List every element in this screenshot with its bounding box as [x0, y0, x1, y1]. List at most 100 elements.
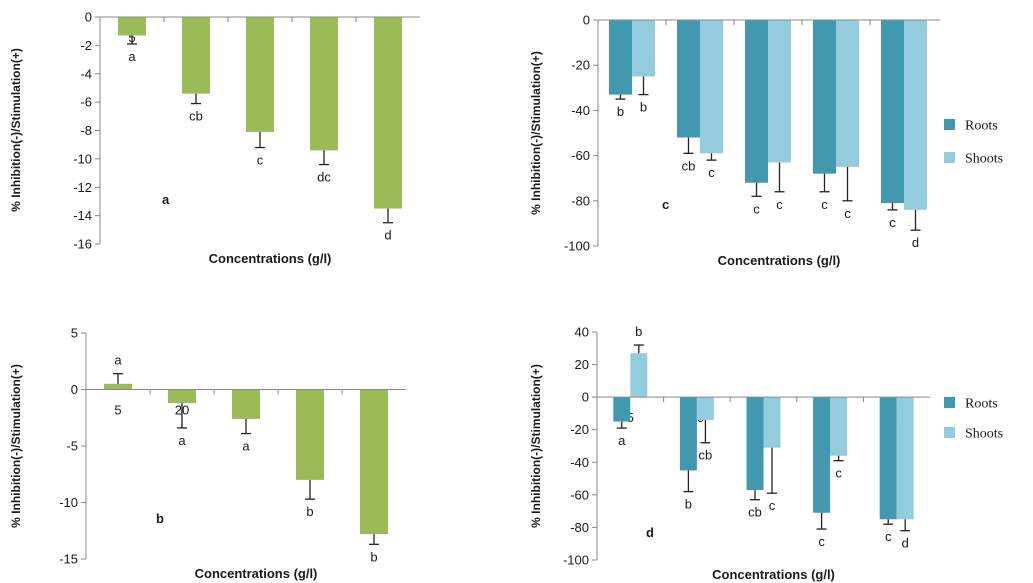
bar-roots-5 — [609, 20, 632, 95]
bar-shoots-40 — [768, 20, 791, 163]
bar-roots-60 — [813, 20, 836, 174]
y-axis-title: % Inhibition(-)/Stimulation(+) — [529, 51, 543, 215]
panel-label: d — [646, 525, 654, 540]
y-tick-label: 0 — [583, 13, 590, 28]
y-tick-label: -14 — [73, 208, 92, 223]
bar-roots-5 — [613, 397, 631, 422]
bar-roots-40 — [746, 397, 764, 490]
significance-letter: a — [242, 439, 250, 454]
bar-value-100 — [374, 17, 402, 209]
bar-value-20 — [168, 389, 196, 404]
significance-letter: cb — [699, 448, 713, 463]
y-tick-label: -40 — [570, 455, 589, 470]
y-tick-label: 0 — [85, 10, 92, 25]
panel-label: b — [156, 511, 164, 526]
y-tick-label: -16 — [73, 237, 92, 252]
y-tick-label: 40 — [575, 325, 589, 340]
significance-letter: cb — [748, 505, 762, 520]
y-tick-label: -8 — [80, 123, 92, 138]
y-axis-title: % Inhibition(-)/Stimulation(+) — [529, 364, 543, 528]
bar-shoots-5 — [630, 353, 648, 398]
panel-label: c — [662, 197, 669, 212]
chart-panel-a: 0-2-4-6-8-10-12-14-165a20cb40c60dc100daC… — [9, 10, 420, 266]
legend-swatch-roots — [944, 119, 955, 130]
bar-value-5 — [104, 383, 132, 390]
y-tick-label: -80 — [570, 520, 589, 535]
significance-letter: b — [635, 324, 642, 339]
chart-panel-b: 50-5-10-155a20a40a60b100bbConcentrations… — [9, 326, 406, 581]
bar-value-60 — [310, 17, 338, 151]
bar-shoots-60 — [830, 397, 848, 456]
bar-shoots-20 — [696, 397, 714, 420]
bar-roots-100 — [879, 397, 897, 520]
significance-letter: dc — [317, 170, 331, 185]
bar-shoots-100 — [896, 397, 914, 520]
legend-label-roots: Roots — [965, 397, 998, 412]
bar-roots-20 — [679, 397, 697, 471]
legend-swatch-shoots — [944, 427, 955, 438]
significance-letter: cb — [189, 109, 203, 124]
significance-letter: d — [384, 228, 391, 243]
y-tick-label: 5 — [71, 326, 78, 341]
significance-letter: b — [640, 100, 647, 115]
y-tick-label: -5 — [66, 439, 78, 454]
y-tick-label: -80 — [571, 193, 590, 208]
significance-letter: c — [257, 153, 264, 168]
y-tick-label: -100 — [564, 239, 590, 254]
y-tick-label: -10 — [73, 151, 92, 166]
y-tick-label: -12 — [73, 180, 92, 195]
bar-value-60 — [296, 389, 324, 480]
y-axis-title: % Inhibition(-)/Stimulation(+) — [9, 364, 23, 528]
bar-shoots-100 — [904, 20, 927, 210]
y-tick-label: -40 — [571, 103, 590, 118]
significance-letter: d — [912, 235, 919, 250]
chart-panel-d: 40200-20-40-60-80-1005ab20bcb40cbc60cc10… — [529, 324, 1003, 582]
significance-letter: c — [835, 466, 842, 481]
legend-label-roots: Roots — [965, 119, 998, 134]
significance-letter: c — [708, 165, 715, 180]
significance-letter: b — [306, 504, 313, 519]
chart-panel-c: 0-20-40-60-80-1005bb20cbc40cc60cc100cdcC… — [529, 13, 1003, 269]
bar-roots-20 — [677, 20, 700, 138]
y-tick-label: 20 — [575, 357, 589, 372]
bar-roots-40 — [745, 20, 768, 183]
y-tick-label: -2 — [80, 38, 92, 53]
y-tick-label: -10 — [59, 495, 78, 510]
significance-letter: b — [370, 549, 377, 564]
x-axis-title: Concentrations (g/l) — [209, 251, 332, 266]
significance-letter: d — [902, 536, 909, 551]
bar-shoots-40 — [763, 397, 781, 448]
significance-letter: c — [776, 197, 783, 212]
y-tick-label: -15 — [59, 552, 78, 567]
y-tick-label: -20 — [571, 58, 590, 73]
y-tick-label: -60 — [570, 487, 589, 502]
y-tick-label: 0 — [582, 390, 589, 405]
significance-letter: c — [818, 534, 825, 549]
bar-value-40 — [232, 389, 260, 419]
bar-shoots-20 — [700, 20, 723, 154]
bar-value-40 — [246, 17, 274, 132]
significance-letter: b — [685, 497, 692, 512]
y-axis-title: % Inhibition(-)/Stimulation(+) — [9, 48, 23, 212]
bar-value-5 — [118, 17, 146, 36]
significance-letter: c — [753, 201, 760, 216]
significance-letter: c — [769, 498, 776, 513]
y-tick-label: -100 — [563, 553, 589, 568]
bar-roots-60 — [813, 397, 831, 513]
legend-swatch-shoots — [944, 152, 955, 163]
significance-letter: a — [178, 433, 186, 448]
legend-label-shoots: Shoots — [965, 152, 1003, 167]
legend-label-shoots: Shoots — [965, 427, 1003, 442]
significance-letter: c — [885, 529, 892, 544]
bar-shoots-60 — [836, 20, 859, 167]
significance-letter: cb — [682, 158, 696, 173]
significance-letter: c — [889, 215, 896, 230]
bar-value-20 — [182, 17, 210, 94]
significance-letter: a — [114, 353, 122, 368]
significance-letter: b — [617, 104, 624, 119]
bar-roots-100 — [881, 20, 904, 204]
y-tick-label: 0 — [71, 382, 78, 397]
bar-value-100 — [360, 389, 388, 535]
y-tick-label: -6 — [80, 95, 92, 110]
